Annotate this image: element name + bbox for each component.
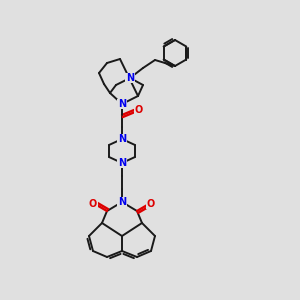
- Text: N: N: [118, 134, 126, 144]
- Text: N: N: [126, 73, 134, 83]
- Text: O: O: [135, 105, 143, 115]
- Text: O: O: [147, 199, 155, 209]
- Text: N: N: [118, 197, 126, 207]
- Text: O: O: [89, 199, 97, 209]
- Text: N: N: [118, 158, 126, 168]
- Text: N: N: [118, 99, 126, 109]
